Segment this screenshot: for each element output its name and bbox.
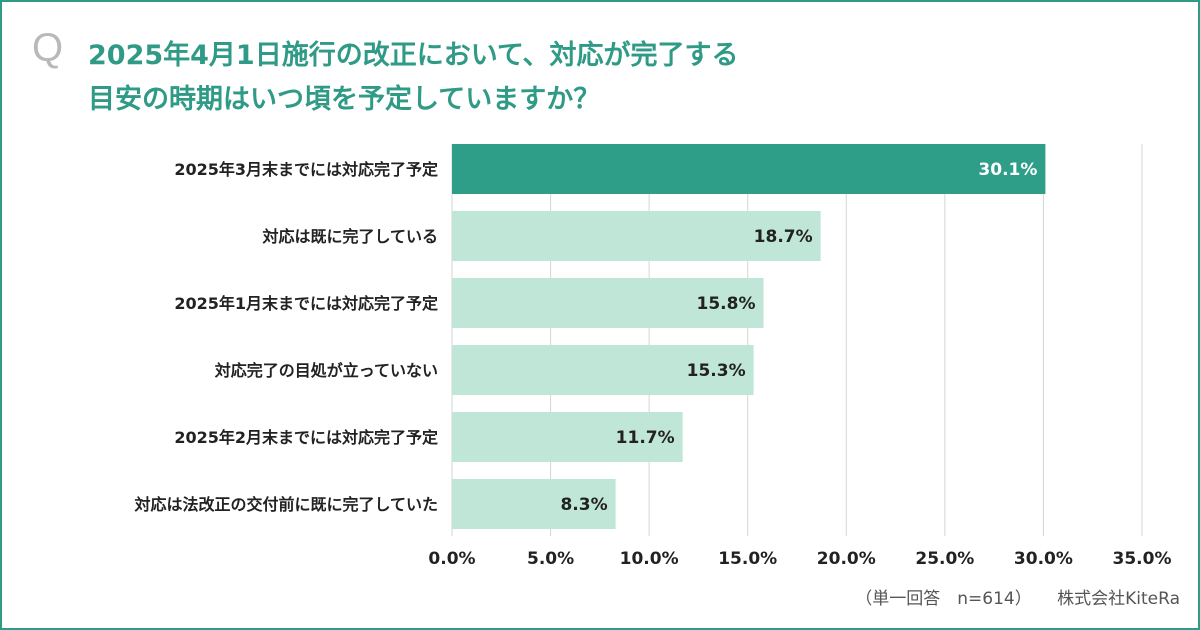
- bar: [452, 479, 616, 529]
- question-title: 2025年4月1日施行の改正において、対応が完了する 目安の時期はいつ頃を予定し…: [88, 34, 1088, 122]
- data-label: 11.7%: [616, 428, 675, 448]
- category-label: 対応は既に完了している: [261, 227, 438, 246]
- category-label: 対応完了の目処が立っていない: [214, 361, 438, 380]
- data-label: 15.3%: [687, 361, 746, 381]
- x-tick-label: 15.0%: [718, 549, 777, 569]
- sample-note: （単一回答 n=614）: [855, 589, 1032, 609]
- bar: [452, 211, 821, 261]
- question-mark: Q: [32, 26, 64, 70]
- bar: [452, 345, 754, 395]
- x-tick-label: 35.0%: [1113, 549, 1172, 569]
- footer: （単一回答 n=614） 株式会社KiteRa: [835, 584, 1180, 609]
- data-label: 8.3%: [560, 495, 607, 515]
- brand-name: 株式会社KiteRa: [1057, 589, 1180, 609]
- x-tick-label: 20.0%: [817, 549, 876, 569]
- x-tick-label: 25.0%: [915, 549, 974, 569]
- bar: [452, 144, 1046, 194]
- data-label: 18.7%: [754, 227, 813, 247]
- bar: [452, 412, 683, 462]
- bar: [452, 278, 764, 328]
- x-tick-label: 0.0%: [428, 549, 475, 569]
- data-label: 30.1%: [978, 160, 1037, 180]
- x-tick-label: 5.0%: [527, 549, 574, 569]
- question-line-1: 2025年4月1日施行の改正において、対応が完了する: [88, 40, 739, 71]
- x-tick-label: 10.0%: [620, 549, 679, 569]
- category-label: 2025年1月末までには対応完了予定: [174, 294, 438, 313]
- category-label: 対応は法改正の交付前に既に完了していた: [133, 495, 438, 514]
- category-label: 2025年3月末までには対応完了予定: [174, 160, 438, 179]
- category-label: 2025年2月末までには対応完了予定: [174, 428, 438, 447]
- question-line-2: 目安の時期はいつ頃を予定していますか？: [88, 84, 601, 115]
- data-label: 15.8%: [697, 294, 756, 314]
- x-tick-label: 30.0%: [1014, 549, 1073, 569]
